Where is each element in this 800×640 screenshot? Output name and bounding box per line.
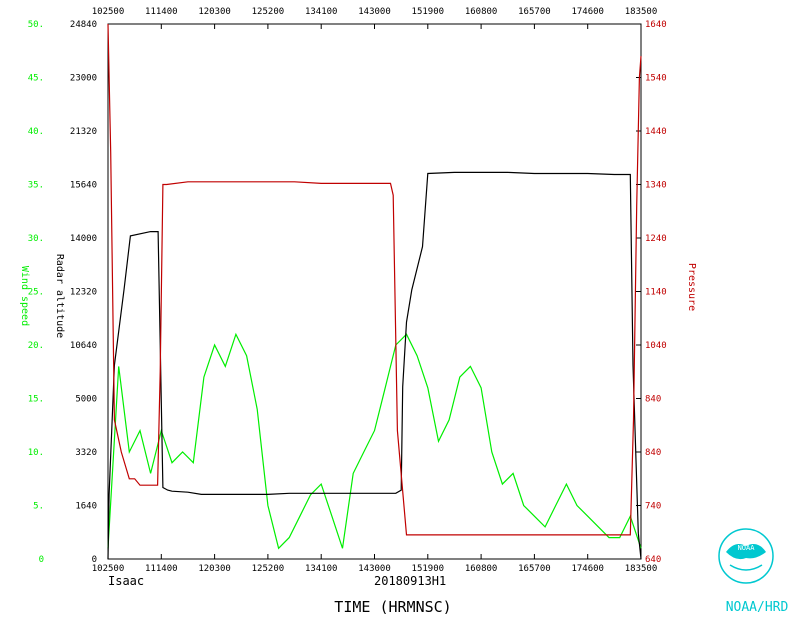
x-tick-label-top: 143000 xyxy=(358,7,391,17)
pressure-tick-label: 1540 xyxy=(645,74,667,84)
x-tick-label-top: 111400 xyxy=(145,7,178,17)
flight-id: 20180913H1 xyxy=(374,574,446,588)
radar-altitude-tick-label: 21320 xyxy=(70,127,97,137)
radar-altitude-tick-label: 14000 xyxy=(70,234,97,244)
x-tick-label-top: 125200 xyxy=(252,7,285,17)
x-tick-label-top: 174600 xyxy=(571,7,604,17)
x-axis-title: TIME (HRMNSC) xyxy=(334,598,451,616)
wind-speed-tick-label: 40. xyxy=(28,127,44,137)
x-tick-label-top: 165700 xyxy=(518,7,551,17)
x-tick-label-top: 183500 xyxy=(625,7,658,17)
footer-org: NOAA/HRD xyxy=(726,600,789,615)
radar-altitude-tick-label: 23000 xyxy=(70,74,97,84)
radar-altitude-tick-label: 0 xyxy=(92,555,97,565)
storm-label: Isaac xyxy=(108,574,144,588)
radar-altitude-axis: 0 1640 3320 5000 10640 12320 14000 15640 21320 23… xyxy=(70,20,97,565)
series-wind-speed xyxy=(107,332,642,550)
radar-altitude-tick-label: 1640 xyxy=(75,502,97,512)
pressure-tick-label: 1240 xyxy=(645,234,667,244)
x-tick-label-bottom: 143000 xyxy=(358,564,391,574)
radar-altitude-tick-label: 3320 xyxy=(75,448,97,458)
x-tick-label-bottom: 151900 xyxy=(412,564,445,574)
x-axis-bottom: 102500 111400 120300 125200 134100 143000 1519… xyxy=(92,554,658,574)
series-layer xyxy=(107,23,642,560)
x-tick-label-top: 120300 xyxy=(198,7,231,17)
radar-altitude-axis-label: Radar altitude xyxy=(54,254,65,338)
wind-speed-tick-label: 15. xyxy=(28,395,44,405)
x-tick-label-bottom: 174600 xyxy=(571,564,604,574)
series-pressure xyxy=(107,23,642,536)
wind-speed-tick-label: 25. xyxy=(28,288,44,298)
radar-altitude-tick-label: 24840 xyxy=(70,20,97,30)
x-tick-label-top: 160800 xyxy=(465,7,498,17)
radar-altitude-tick-label: 15640 xyxy=(70,181,97,191)
plot-frame xyxy=(107,23,642,560)
x-tick-label-bottom: 134100 xyxy=(305,564,338,574)
pressure-tick-label: 640 xyxy=(645,555,661,565)
x-tick-label-bottom: 165700 xyxy=(518,564,551,574)
pressure-tick-label: 1040 xyxy=(645,341,667,351)
series-radar-altitude xyxy=(107,171,642,560)
wind-speed-tick-label: 20. xyxy=(28,341,44,351)
radar-altitude-tick-label: 5000 xyxy=(75,395,97,405)
x-tick-label-top: 102500 xyxy=(92,7,125,17)
wind-speed-tick-label: 45. xyxy=(28,74,44,84)
wind-speed-tick-label: 35. xyxy=(28,181,44,191)
wind-speed-tick-label: 50. xyxy=(28,20,44,30)
x-axis-top: 102500 111400 120300 125200 134100 143000 1519… xyxy=(92,7,658,29)
wind-speed-axis-label: Wind speed xyxy=(19,266,30,326)
pressure-axis-label: Pressure xyxy=(686,263,697,311)
pressure-tick-label: 840 xyxy=(645,448,661,458)
pressure-tick-label: 1340 xyxy=(645,181,667,191)
pressure-tick-label: 1140 xyxy=(645,288,667,298)
wind-speed-axis: 0 5. 10. 15. 20. 25. 30. 35. 40. 45. 50. xyxy=(28,20,44,565)
wind-speed-tick-label: 10. xyxy=(28,448,44,458)
x-tick-label-bottom: 125200 xyxy=(252,564,285,574)
pressure-tick-label: 740 xyxy=(645,502,661,512)
noaa-logo-text: NOAA xyxy=(738,544,756,552)
pressure-axis: 640 740 840 840 1040 1140 1240 1340 1440 1540 1640 xyxy=(636,20,667,565)
noaa-logo: NOAA xyxy=(718,528,774,584)
x-tick-label-bottom: 111400 xyxy=(145,564,178,574)
radar-altitude-tick-label: 10640 xyxy=(70,341,97,351)
x-tick-label-bottom: 120300 xyxy=(198,564,231,574)
pressure-tick-label: 1640 xyxy=(645,20,667,30)
radar-altitude-tick-label: 12320 xyxy=(70,288,97,298)
x-tick-label-top: 134100 xyxy=(305,7,338,17)
wind-speed-tick-label: 0 xyxy=(39,555,44,565)
x-tick-label-bottom: 160800 xyxy=(465,564,498,574)
pressure-tick-label: 1440 xyxy=(645,127,667,137)
x-tick-label-bottom: 102500 xyxy=(92,564,125,574)
pressure-tick-label: 840 xyxy=(645,395,661,405)
wind-speed-tick-label: 30. xyxy=(28,234,44,244)
x-tick-label-top: 151900 xyxy=(412,7,445,17)
wind-speed-tick-label: 5. xyxy=(33,502,44,512)
x-tick-label-bottom: 183500 xyxy=(625,564,658,574)
